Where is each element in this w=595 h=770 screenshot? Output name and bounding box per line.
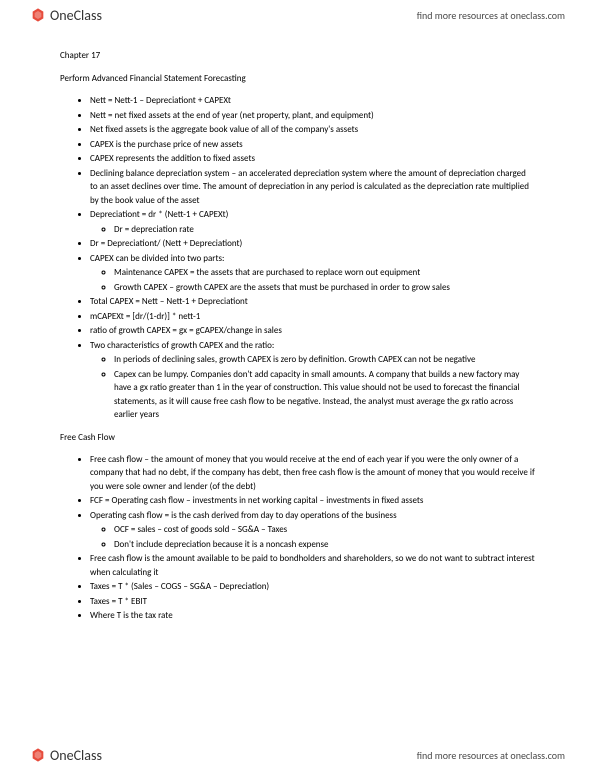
list-item: CAPEX is the purchase price of new asset… (90, 138, 535, 152)
page-footer: OneClass find more resources at oneclass… (0, 740, 595, 770)
section2-title: Free Cash Flow (60, 432, 535, 443)
list-item: Net fixed assets is the aggregate book v… (90, 123, 535, 137)
list-item: Total CAPEX = Nett – Nett-1 + Depreciati… (90, 295, 535, 309)
list-item: Taxes = T * EBIT (90, 595, 535, 609)
brand-logo-footer: OneClass (30, 747, 102, 764)
list-item: Capex can be lumpy. Companies don't add … (114, 368, 535, 422)
list-item: Nett = Nett-1 – Depreciationt + CAPEXt (90, 94, 535, 108)
list-item: Free cash flow is the amount available t… (90, 552, 535, 579)
section1-title: Perform Advanced Financial Statement For… (60, 73, 535, 84)
chapter-title: Chapter 17 (60, 50, 535, 61)
section1-sublist1: Dr = depreciation rate (90, 223, 535, 237)
list-item: ratio of growth CAPEX = gx = gCAPEX/chan… (90, 324, 535, 338)
list-item: In periods of declining sales, growth CA… (114, 353, 535, 367)
list-item: OCF = sales – cost of goods sold – SG&A … (114, 523, 535, 537)
section2-sublist1: OCF = sales – cost of goods sold – SG&A … (90, 523, 535, 551)
list-item: Free cash flow – the amount of money tha… (90, 453, 535, 494)
brand-logo: OneClass (30, 7, 102, 24)
header-link[interactable]: find more resources at oneclass.com (417, 9, 565, 22)
list-item: CAPEX represents the addition to fixed a… (90, 152, 535, 166)
list-item: Two characteristics of growth CAPEX and … (90, 339, 535, 353)
brand-name-footer: OneClass (50, 747, 102, 764)
section1-sublist3: In periods of declining sales, growth CA… (90, 353, 535, 422)
section1-sublist2: Maintenance CAPEX = the assets that are … (90, 266, 535, 294)
list-item: Where T is the tax rate (90, 609, 535, 623)
footer-link[interactable]: find more resources at oneclass.com (417, 749, 565, 762)
list-item: Growth CAPEX – growth CAPEX are the asse… (114, 281, 535, 295)
document-content: Chapter 17 Perform Advanced Financial St… (0, 30, 595, 637)
list-item: mCAPEXt = [dr/(1-dr)] * nett-1 (90, 310, 535, 324)
page-header: OneClass find more resources at oneclass… (0, 0, 595, 30)
list-item: Taxes = T * (Sales – COGS – SG&A – Depre… (90, 580, 535, 594)
list-item: Nett = net fixed assets at the end of ye… (90, 109, 535, 123)
section2-list: Free cash flow – the amount of money tha… (60, 453, 535, 623)
list-item: Operating cash flow = is the cash derive… (90, 509, 535, 523)
list-item: Dr = depreciation rate (114, 223, 535, 237)
logo-icon (30, 747, 46, 763)
logo-icon (30, 7, 46, 23)
list-item: FCF = Operating cash flow – investments … (90, 494, 535, 508)
list-item: Maintenance CAPEX = the assets that are … (114, 266, 535, 280)
list-item: Dr = Depreciationt/ (Nett + Depreciation… (90, 237, 535, 251)
list-item: Don't include depreciation because it is… (114, 538, 535, 552)
section1-list: Nett = Nett-1 – Depreciationt + CAPEXt N… (60, 94, 535, 422)
brand-name: OneClass (50, 7, 102, 24)
list-item: CAPEX can be divided into two parts: (90, 252, 535, 266)
list-item: Declining balance depreciation system – … (90, 167, 535, 208)
list-item: Depreciationt = dr * (Nett-1 + CAPEXt) (90, 208, 535, 222)
